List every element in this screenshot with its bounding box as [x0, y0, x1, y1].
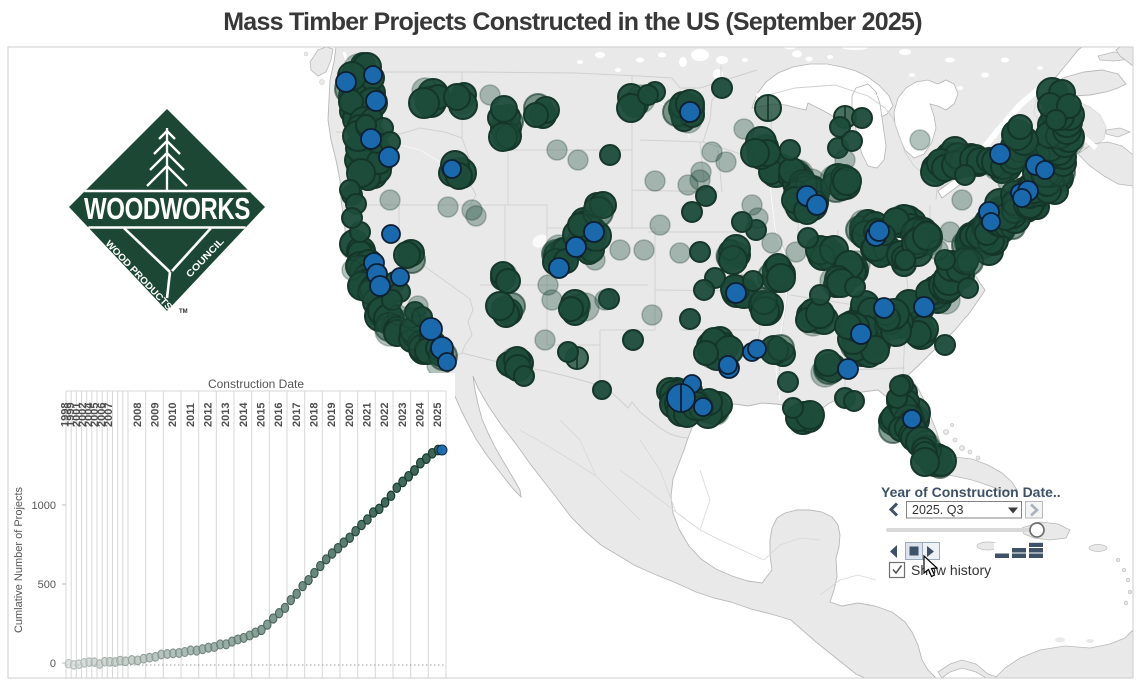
svg-text:1999: 1999 — [65, 403, 77, 427]
svg-text:2020: 2020 — [344, 403, 356, 427]
svg-text:2015: 2015 — [256, 403, 268, 427]
svg-text:2009: 2009 — [150, 403, 162, 427]
svg-text:2010: 2010 — [167, 403, 179, 427]
svg-text:2014: 2014 — [238, 402, 250, 427]
svg-text:1998: 1998 — [60, 403, 72, 427]
svg-text:2008: 2008 — [132, 403, 144, 427]
svg-text:2018: 2018 — [309, 403, 321, 427]
svg-text:2025: 2025 — [432, 403, 444, 427]
svg-text:1000: 1000 — [32, 500, 56, 512]
svg-text:2001: 2001 — [71, 403, 83, 427]
svg-text:2022: 2022 — [379, 403, 391, 427]
svg-text:TM: TM — [179, 309, 188, 315]
svg-text:WOODWORKS: WOODWORKS — [84, 191, 250, 226]
svg-text:2025. Q3: 2025. Q3 — [912, 503, 963, 517]
svg-text:2019: 2019 — [326, 403, 338, 427]
svg-text:Cumlative Number of Projects: Cumlative Number of Projects — [13, 486, 25, 633]
svg-text:2013: 2013 — [220, 403, 232, 427]
svg-text:2017: 2017 — [291, 403, 303, 427]
svg-text:2005: 2005 — [89, 403, 101, 427]
svg-text:2023: 2023 — [397, 403, 409, 427]
svg-text:2011: 2011 — [185, 403, 197, 427]
svg-text:2021: 2021 — [362, 403, 374, 427]
svg-text:2016: 2016 — [273, 403, 285, 427]
svg-text:2012: 2012 — [203, 403, 215, 427]
svg-text:500: 500 — [38, 579, 56, 591]
svg-text:2006: 2006 — [96, 403, 108, 427]
svg-text:2024: 2024 — [415, 402, 427, 427]
svg-text:Show history: Show history — [911, 562, 991, 578]
svg-text:2007: 2007 — [103, 403, 115, 427]
svg-text:2002: 2002 — [77, 403, 89, 427]
svg-text:0: 0 — [50, 658, 56, 670]
svg-text:2004: 2004 — [83, 402, 95, 427]
svg-text:Construction Date: Construction Date — [208, 377, 304, 391]
